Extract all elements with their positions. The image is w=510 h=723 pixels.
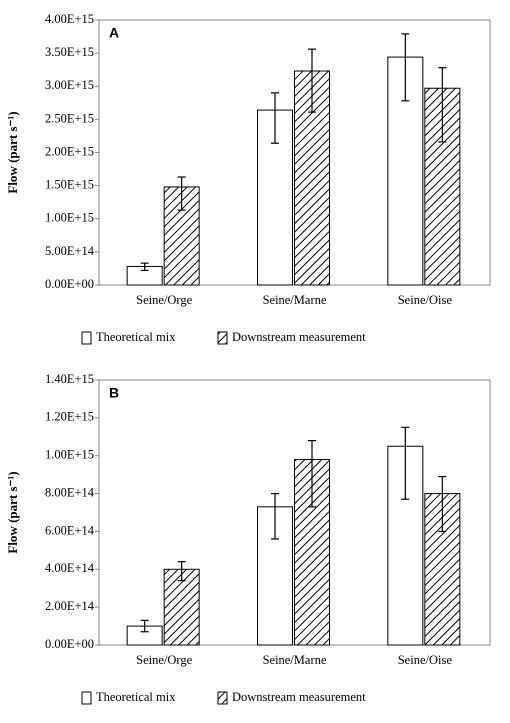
y-axis-title: Flow (part s⁻¹) [5, 111, 20, 193]
legend-swatch [81, 331, 92, 345]
y-tick-label: 2.00E+14 [45, 599, 95, 613]
y-tick-label: 3.00E+15 [45, 78, 94, 92]
y-tick-label: 1.00E+15 [45, 448, 94, 462]
panel-label: A [109, 25, 119, 41]
legend-label: Downstream measurement [232, 330, 366, 344]
x-tick-label: Seine/Oise [398, 653, 453, 667]
y-tick-label: 4.00E+14 [45, 561, 95, 575]
y-tick-label: 5.00E+14 [45, 244, 95, 258]
y-tick-label: 3.50E+15 [45, 45, 94, 59]
bar [163, 568, 200, 646]
panel-label: B [109, 385, 119, 401]
x-tick-label: Seine/Orge [136, 653, 192, 667]
y-tick-label: 8.00E+14 [45, 485, 95, 499]
legend-label: Theoretical mix [96, 690, 176, 704]
x-tick-label: Seine/Orge [136, 293, 192, 307]
y-tick-label: 0.00E+00 [45, 637, 94, 651]
y-tick-label: 2.50E+15 [45, 111, 94, 125]
y-tick-label: 2.00E+15 [45, 144, 94, 158]
legend-swatch [81, 691, 92, 705]
x-tick-label: Seine/Oise [398, 293, 453, 307]
legend-swatch [217, 331, 228, 345]
legend-swatch [217, 691, 228, 705]
y-tick-label: 1.00E+15 [45, 211, 94, 225]
y-axis-title: Flow (part s⁻¹) [5, 471, 20, 553]
x-tick-label: Seine/Marne [263, 293, 327, 307]
y-tick-label: 1.50E+15 [45, 178, 94, 192]
y-tick-label: 4.00E+15 [45, 12, 94, 26]
x-tick-label: Seine/Marne [263, 653, 327, 667]
y-tick-label: 6.00E+14 [45, 523, 95, 537]
legend-label: Downstream measurement [232, 690, 366, 704]
legend-label: Theoretical mix [96, 330, 176, 344]
y-tick-label: 1.20E+15 [45, 410, 94, 424]
y-tick-label: 1.40E+15 [45, 372, 94, 386]
y-tick-label: 0.00E+00 [45, 277, 94, 291]
